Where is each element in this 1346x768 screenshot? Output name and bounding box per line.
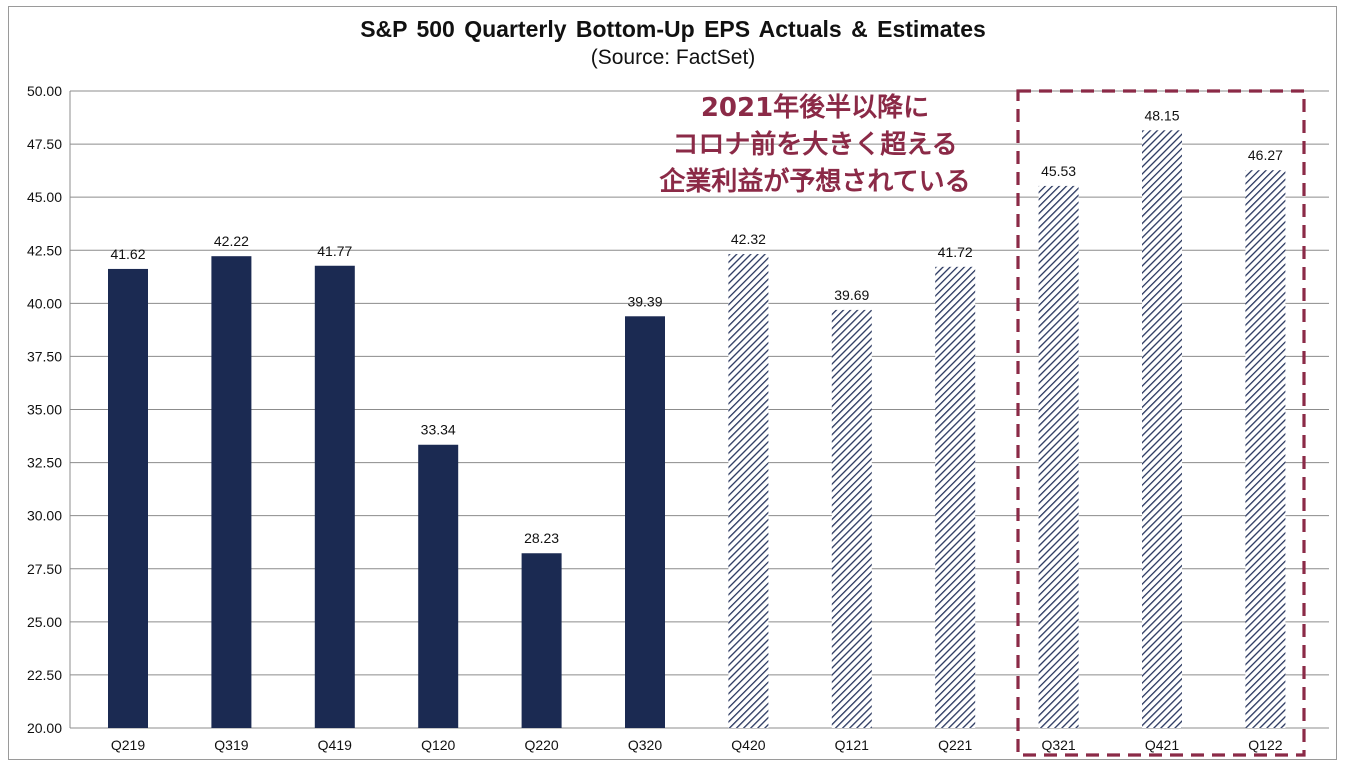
bar-q321 xyxy=(1038,185,1079,729)
x-tick-label-q219: Q219 xyxy=(111,737,145,753)
x-tick-label-q122: Q122 xyxy=(1248,737,1282,753)
bars xyxy=(108,130,1286,729)
bar-q220 xyxy=(521,553,562,728)
annotation-line-1: 2021年後半以降に xyxy=(700,93,930,123)
bar-q122 xyxy=(1245,170,1286,729)
y-tick-label: 27.50 xyxy=(27,561,62,577)
data-label-q321: 45.53 xyxy=(1041,163,1076,179)
y-tick-label: 32.50 xyxy=(27,455,62,471)
data-label-q221: 41.72 xyxy=(938,244,973,260)
data-label-q421: 48.15 xyxy=(1144,107,1179,123)
x-tick-label-q221: Q221 xyxy=(938,737,972,753)
bar-q420 xyxy=(728,254,769,728)
data-label-q121: 39.69 xyxy=(834,287,869,303)
y-tick-label: 25.00 xyxy=(27,614,62,630)
highlight-box-estimates xyxy=(1016,89,1306,757)
data-label-q122: 46.27 xyxy=(1248,147,1283,163)
y-axis-tick-labels: 20.00 22.50 25.00 27.50 30.00 32.50 35.00 37.50… xyxy=(27,83,62,736)
y-tick-label: 30.00 xyxy=(27,508,62,524)
data-label-q420: 42.32 xyxy=(731,231,766,247)
x-tick-label-q321: Q321 xyxy=(1041,737,1075,753)
bar-q319 xyxy=(211,256,252,728)
bar-q219 xyxy=(108,268,148,728)
x-tick-label-q421: Q421 xyxy=(1145,737,1179,753)
data-label-q120: 33.34 xyxy=(421,422,456,438)
x-tick-label-q121: Q121 xyxy=(835,737,869,753)
bar-q320 xyxy=(625,316,665,728)
annotation-line-3: 企業利益が予想されている xyxy=(659,167,971,197)
y-tick-label: 35.00 xyxy=(27,402,62,418)
chart-title: S&P 500 Quarterly Bottom-Up EPS Actuals … xyxy=(360,16,986,42)
x-tick-label-q320: Q320 xyxy=(628,737,662,753)
data-label-q320: 39.39 xyxy=(627,293,662,309)
bar-q419 xyxy=(314,265,355,728)
data-labels: 41.62 42.22 41.77 33.34 28.23 39.39 42.32 39.69… xyxy=(110,107,1283,546)
annotation-line-2: コロナ前を大きく超える xyxy=(672,130,958,160)
data-label-q219: 41.62 xyxy=(110,246,145,262)
chart-subtitle: (Source: FactSet) xyxy=(590,46,756,69)
y-tick-label: 47.50 xyxy=(27,136,62,152)
gridlines xyxy=(69,90,1329,729)
x-tick-label-q120: Q120 xyxy=(421,737,455,753)
bar-q120 xyxy=(418,444,459,728)
bar-q121 xyxy=(831,309,872,728)
x-tick-label-q419: Q419 xyxy=(318,737,352,753)
x-tick-label-q319: Q319 xyxy=(214,737,248,753)
y-tick-label: 45.00 xyxy=(27,189,62,205)
annotation-text: 2021年後半以降に コロナ前を大きく超える 企業利益が予想されている xyxy=(560,90,1070,201)
x-tick-label-q220: Q220 xyxy=(524,737,558,753)
y-tick-label: 50.00 xyxy=(27,83,62,99)
data-label-q319: 42.22 xyxy=(214,233,249,249)
x-axis-tick-labels: Q219 Q319 Q419 Q120 Q220 Q320 Q420 Q121 Q221 Q321… xyxy=(111,737,1283,753)
y-tick-label: 37.50 xyxy=(27,348,62,364)
bar-q421 xyxy=(1142,130,1182,728)
y-tick-label: 42.50 xyxy=(27,242,62,258)
data-label-q419: 41.77 xyxy=(317,243,352,259)
bar-q221 xyxy=(935,266,976,728)
y-tick-label: 22.50 xyxy=(27,667,62,683)
x-tick-label-q420: Q420 xyxy=(731,737,765,753)
data-label-q220: 28.23 xyxy=(524,530,559,546)
y-tick-label: 40.00 xyxy=(27,295,62,311)
y-tick-label: 20.00 xyxy=(27,720,62,736)
